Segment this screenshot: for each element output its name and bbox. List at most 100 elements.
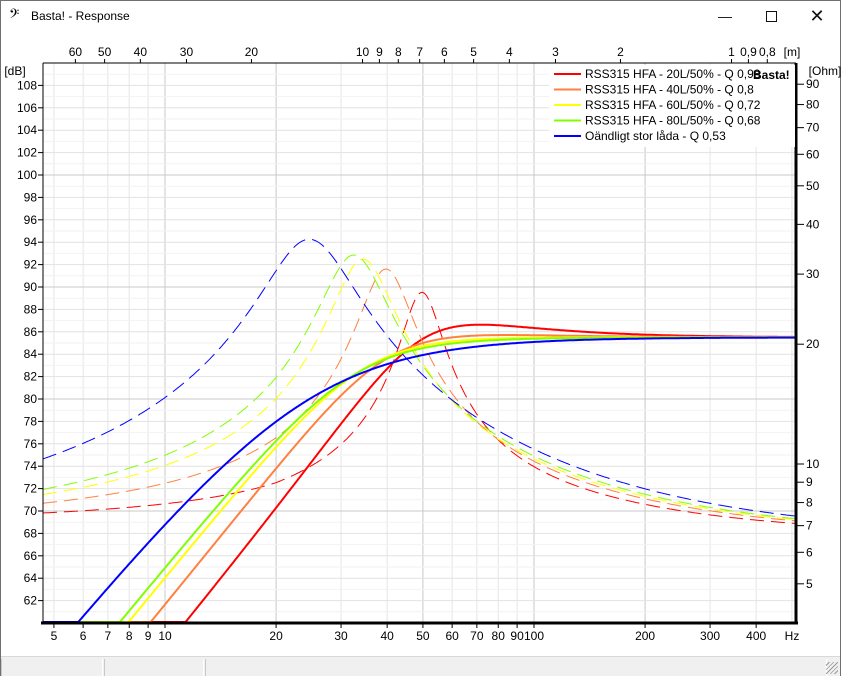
y-tick-label: 104 <box>17 123 37 137</box>
y-tick-label: 106 <box>17 101 37 115</box>
y-tick-label: 98 <box>24 190 38 204</box>
close-icon: ✕ <box>809 5 825 26</box>
y2-tick-label: 60 <box>806 147 820 161</box>
x-tick-label: 90 <box>510 629 524 643</box>
y2-tick-label: 20 <box>806 337 820 351</box>
legend-entry: RSS315 HFA - 60L/50% - Q 0,72 <box>585 98 761 112</box>
legend: RSS315 HFA - 20L/50% - Q 0,98 RSS315 HFA … <box>549 65 795 147</box>
y2-tick-label: 5 <box>806 577 813 591</box>
y-tick-label: 68 <box>24 526 38 540</box>
minimize-button[interactable]: — <box>702 1 748 31</box>
status-pane-1 <box>1 659 103 676</box>
x2-tick-label: 4 <box>506 45 513 59</box>
legend-box <box>549 65 795 147</box>
y2-tick-label: 40 <box>806 217 820 231</box>
plot-area <box>43 238 796 623</box>
x2-tick-label: 1 <box>728 45 735 59</box>
basta-watermark: Basta! <box>753 68 790 82</box>
impedance-curve-2 <box>43 258 796 521</box>
x2-tick-label: 50 <box>98 45 112 59</box>
y-tick-label: 108 <box>17 78 37 92</box>
x-tick-label: 6 <box>80 629 87 643</box>
x2-tick-label: 3 <box>552 45 559 59</box>
y-tick-label: 102 <box>17 146 37 160</box>
y-tick-label: 86 <box>24 325 38 339</box>
response-chart: 5 6 7 8 9 10 20 30 40 50 60 70 80 90 100 200 300 400 Hz626… <box>4 45 841 643</box>
x-tick-label: 9 <box>145 629 152 643</box>
x-tick-label: 100 <box>524 629 544 643</box>
x-tick-label: 10 <box>158 629 172 643</box>
status-bar <box>1 656 840 676</box>
x-tick-label: 8 <box>126 629 133 643</box>
x2-tick-label: 5 <box>470 45 477 59</box>
impedance-curve-1 <box>43 268 796 522</box>
y2-tick-label: 90 <box>806 77 820 91</box>
y-tick-label: 84 <box>24 347 38 361</box>
x2-tick-label: 60 <box>69 45 83 59</box>
impedance-curve-3 <box>43 254 796 520</box>
x2-tick-label: 40 <box>134 45 148 59</box>
y-tick-label: 70 <box>24 504 38 518</box>
y-tick-label: 88 <box>24 302 38 316</box>
y-tick-label: 92 <box>24 258 38 272</box>
x-tick-label: 200 <box>635 629 655 643</box>
response-curve-4 <box>43 336 796 623</box>
y-tick-label: 72 <box>24 482 38 496</box>
x-tick-label: 30 <box>334 629 348 643</box>
legend-entry: RSS315 HFA - 40L/50% - Q 0,8 <box>585 83 754 97</box>
y-axis-label: [dB] <box>4 64 25 78</box>
close-button[interactable]: ✕ <box>794 1 840 31</box>
y2-tick-label: 8 <box>806 496 813 510</box>
legend-entry: RSS315 HFA - 20L/50% - Q 0,98 <box>585 67 761 81</box>
x-tick-label: 40 <box>380 629 394 643</box>
x2-tick-label: 20 <box>245 45 259 59</box>
y-tick-label: 94 <box>24 235 38 249</box>
legend-entry: Oändligt stor låda - Q 0,53 <box>585 129 726 143</box>
x2-tick-label: 0,8 <box>759 45 776 59</box>
window-title: Basta! - Response <box>31 9 130 23</box>
bass-clef-icon: 𝄢 <box>9 6 20 25</box>
x-tick-label: 70 <box>470 629 484 643</box>
y-tick-label: 74 <box>24 459 38 473</box>
y-tick-label: 62 <box>24 594 38 608</box>
x2-tick-label: 9 <box>376 45 383 59</box>
x-tick-label: 50 <box>416 629 430 643</box>
y2-tick-label: 10 <box>806 457 820 471</box>
status-pane-3 <box>205 659 827 676</box>
y-tick-label: 76 <box>24 437 38 451</box>
maximize-button[interactable] <box>748 1 794 31</box>
x2-axis-label: [m] <box>784 45 801 59</box>
x2-tick-label: 6 <box>441 45 448 59</box>
x-axis-label: Hz <box>785 629 800 643</box>
x-tick-label: 60 <box>445 629 459 643</box>
status-pane-2 <box>104 659 204 676</box>
legend-entry: RSS315 HFA - 80L/50% - Q 0,68 <box>585 114 761 128</box>
y2-tick-label: 30 <box>806 267 820 281</box>
y-tick-label: 64 <box>24 571 38 585</box>
x2-tick-label: 8 <box>395 45 402 59</box>
y-tick-label: 80 <box>24 392 38 406</box>
x2-tick-label: 30 <box>180 45 194 59</box>
y-tick-label: 82 <box>24 370 38 384</box>
x-tick-label: 20 <box>269 629 283 643</box>
title-bar[interactable]: 𝄢 Basta! - Response — ✕ <box>1 1 840 31</box>
x2-tick-label: 2 <box>617 45 624 59</box>
y2-tick-label: 80 <box>806 98 820 112</box>
y-tick-label: 96 <box>24 213 38 227</box>
x-tick-label: 300 <box>700 629 720 643</box>
response-curve-3 <box>43 336 796 623</box>
x2-tick-label: 7 <box>416 45 423 59</box>
y2-tick-label: 6 <box>806 545 813 559</box>
x-tick-label: 7 <box>104 629 111 643</box>
y-tick-label: 90 <box>24 280 38 294</box>
x-tick-label: 80 <box>492 629 506 643</box>
impedance-curve-4 <box>43 238 796 517</box>
x-tick-label: 400 <box>746 629 766 643</box>
y2-tick-label: 7 <box>806 519 813 533</box>
x-tick-label: 5 <box>51 629 58 643</box>
y-tick-label: 78 <box>24 414 38 428</box>
resize-grip[interactable] <box>826 662 838 674</box>
y2-tick-label: 50 <box>806 179 820 193</box>
x2-tick-label: 0,9 <box>740 45 757 59</box>
